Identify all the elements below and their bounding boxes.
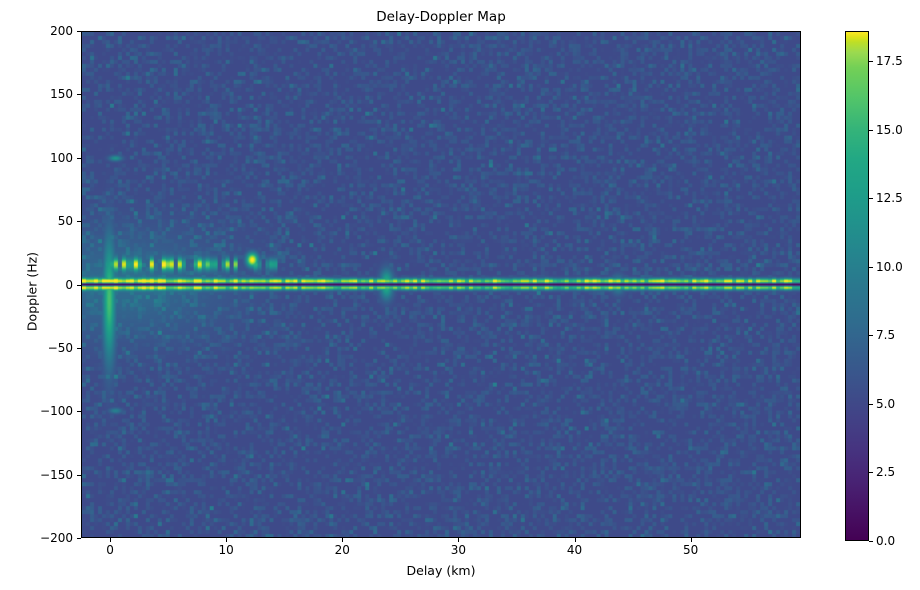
heatmap-image (82, 32, 800, 537)
colorbar-tick-label: 2.5 (876, 465, 896, 480)
chart-title: Delay-Doppler Map (376, 9, 506, 25)
y-tick-mark (77, 284, 81, 286)
colorbar-tick-mark (869, 335, 873, 337)
y-tick-mark (77, 538, 81, 539)
x-tick-mark (690, 538, 692, 542)
x-tick-mark (110, 538, 112, 542)
y-tick-label: 0 (65, 277, 73, 292)
colorbar-tick-mark (869, 472, 873, 474)
y-tick-mark (77, 157, 81, 159)
delay-doppler-heatmap-axes (81, 31, 801, 538)
x-tick-label: 30 (450, 543, 467, 557)
y-tick-mark (77, 221, 81, 223)
colorbar-tick-mark (869, 266, 873, 268)
x-tick-label: 20 (334, 543, 350, 557)
y-tick-label: 150 (50, 87, 73, 102)
colorbar-tick-mark (869, 198, 873, 200)
x-axis-label: Delay (km) (406, 563, 476, 578)
x-tick-label: 40 (566, 543, 583, 557)
colorbar (845, 31, 869, 541)
y-tick-mark (77, 411, 81, 413)
colorbar-tick-label: 5.0 (876, 396, 896, 411)
colorbar-tick-label: 12.5 (876, 191, 903, 206)
colorbar-tick-mark (869, 541, 873, 542)
y-tick-label: 100 (50, 150, 73, 165)
x-tick-label: 50 (683, 543, 699, 557)
y-tick-label: −100 (40, 404, 73, 419)
y-tick-mark (77, 94, 81, 96)
x-tick-label: 0 (106, 543, 114, 557)
colorbar-tick-label: 17.5 (876, 54, 903, 69)
x-tick-mark (226, 538, 228, 542)
y-tick-label: −200 (40, 531, 73, 545)
colorbar-tick-mark (869, 61, 873, 63)
colorbar-tick-label: 15.0 (876, 122, 903, 137)
y-tick-label: −50 (47, 340, 73, 355)
y-tick-mark (77, 347, 81, 349)
colorbar-tick-mark (869, 129, 873, 131)
y-tick-mark (77, 474, 81, 476)
colorbar-tick-label: 0.0 (876, 534, 896, 548)
y-axis-label: Doppler (Hz) (24, 251, 40, 332)
y-tick-mark (77, 31, 81, 32)
colorbar-tick-label: 10.0 (876, 259, 903, 274)
x-tick-label: 10 (218, 543, 234, 557)
x-tick-mark (342, 538, 344, 542)
colorbar-tick-mark (869, 403, 873, 405)
y-tick-label: 200 (50, 24, 73, 38)
x-tick-mark (458, 538, 460, 542)
y-tick-label: 50 (57, 214, 73, 229)
x-tick-mark (574, 538, 576, 542)
y-tick-label: −150 (40, 467, 73, 482)
colorbar-tick-label: 7.5 (876, 328, 896, 343)
